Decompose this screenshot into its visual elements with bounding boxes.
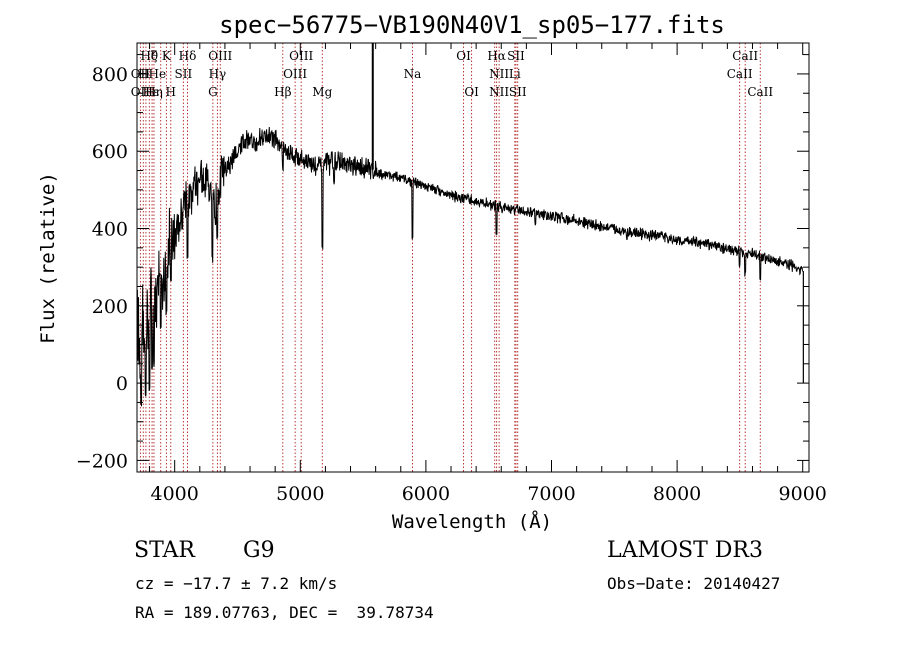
spectral-line-label: Na [404,67,422,81]
axis-ticks [137,43,809,472]
spectral-line-label: OIII [283,67,307,81]
x-tick-label: 5000 [276,483,324,505]
spectral-line-label: HHe [138,67,166,81]
plot-frame [136,42,810,473]
y-tick-label: 0 [116,373,128,395]
y-tick-label: 400 [92,219,128,241]
y-tick-label: 800 [92,64,128,86]
y-tick-label: 200 [92,296,128,318]
x-tick-label: 4000 [151,483,199,505]
spectral-line-label: Hα [487,49,506,63]
spectral-line-label: OIII [208,49,232,63]
observation-date: Obs−Date: 20140427 [607,574,781,593]
spectral-line-label: Hδ [179,49,197,63]
x-tick-label: 6000 [402,483,450,505]
y-tick-label: 600 [92,141,128,163]
y-tick-labels: −200 0 200 400 600 800 [76,64,128,472]
survey-name: LAMOST DR3 [607,538,763,563]
spectral-line-label: CaII [727,67,753,81]
spectrum-series [136,43,804,407]
line-markers [139,43,761,472]
spectral-line-label: CaII [747,85,773,99]
x-axis-label: Wavelength (Å) [392,510,552,533]
spectral-line-label: Hη [145,85,163,99]
spectral-line-label: NII [489,85,509,99]
spectral-line-label: Hε [142,85,159,99]
x-tick-label: 7000 [527,483,575,505]
y-axis-label: Flux (relative) [37,172,59,344]
object-subclass: G9 [243,538,275,563]
x-tick-label: 9000 [779,483,827,505]
spectral-line-label: Mg [312,85,332,99]
spectral-line-label: CaII [732,49,758,63]
ra-dec-coordinates: RA = 189.07763, DEC = 39.78734 [135,603,434,622]
object-class: STAR [134,538,195,563]
redshift-velocity: cz = −17.7 ± 7.2 km/s [135,574,338,593]
chart-title: spec−56775−VB190N40V1_sp05−177.fits [219,11,725,39]
spectral-line-label: OIII [289,49,313,63]
spectral-line-label: Hγ [209,67,227,81]
x-tick-labels: 4000 5000 6000 7000 8000 9000 [151,483,827,505]
x-tick-label: 8000 [653,483,701,505]
spectral-line-label: ζ [151,49,158,63]
spectral-line-label: Hθ [140,49,158,63]
spectral-line-label: G [208,85,218,99]
spectral-line-label: SII [507,49,525,63]
spectral-line-label: K [162,49,172,63]
spectral-line-label: Hβ [274,85,291,99]
spectrum-line [136,126,803,407]
spectral-line-label: SII [509,85,527,99]
spectral-line-label: H [166,85,176,99]
y-tick-label: −200 [76,450,128,472]
spectral-line-label: NII [489,67,509,81]
spectral-line-label: Li [509,67,521,81]
spectral-line-label: OII [131,85,151,99]
spectral-line-label: SII [174,67,192,81]
spectral-line-label: OI [464,85,479,99]
spectral-line-label: OI [456,49,471,63]
